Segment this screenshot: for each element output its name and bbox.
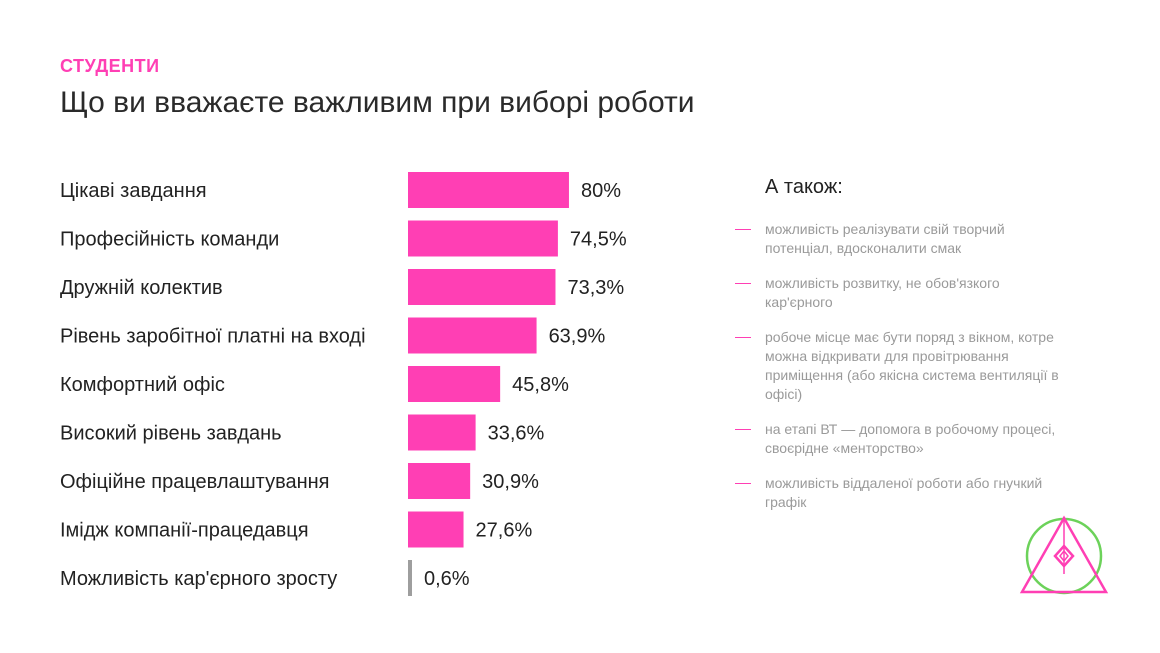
value-label: 73,3% — [567, 277, 624, 299]
bar — [408, 366, 501, 402]
bar — [408, 317, 537, 354]
value-label: 45,8% — [512, 374, 569, 396]
also-item-text: можливість розвитку, не обов'язкого кар'… — [765, 275, 1000, 310]
category-label: Можливість кар'єрного зросту — [60, 568, 337, 590]
category-label: Високий рівень завдань — [60, 423, 282, 445]
bar — [408, 269, 556, 305]
bar — [408, 414, 476, 451]
category-label: Дружній колектив — [60, 277, 223, 299]
also-list-item: можливість розвитку, не обов'язкого кар'… — [735, 274, 1065, 312]
dash-icon — [735, 229, 751, 230]
dash-icon — [735, 283, 751, 284]
value-label: 74,5% — [570, 229, 627, 251]
value-label: 0,6% — [424, 568, 470, 590]
also-list: можливість реалізувати свій творчий поте… — [735, 220, 1065, 512]
bar — [408, 463, 471, 499]
also-item-text: можливість віддаленої роботи або гнучкий… — [765, 475, 1043, 510]
page-title: Що ви вважаєте важливим при виборі робот… — [60, 86, 695, 119]
triangle-circle-diamond-logo-icon — [1019, 515, 1109, 595]
bar — [408, 220, 558, 257]
value-label: 63,9% — [549, 326, 606, 348]
dash-icon — [735, 337, 751, 338]
category-label: Професійність команди — [60, 229, 279, 251]
category-label: Цікаві завдання — [60, 180, 207, 202]
also-list-item: можливість реалізувати свій творчий поте… — [735, 220, 1065, 258]
bar — [408, 511, 464, 548]
dash-icon — [735, 429, 751, 430]
also-heading: А також: — [765, 176, 843, 198]
category-label: Імідж компанії-працедавця — [60, 520, 309, 542]
section-eyebrow: СТУДЕНТИ — [60, 56, 160, 76]
bar-chart: Цікаві завдання 80% Професійність команди 7… — [60, 172, 627, 596]
dash-icon — [735, 483, 751, 484]
also-list-item: робоче місце має бути поряд з вікном, ко… — [735, 328, 1065, 404]
also-list-item: можливість віддаленої роботи або гнучкий… — [735, 474, 1065, 512]
category-label: Офіційне працевлаштування — [60, 471, 330, 493]
bar — [408, 172, 569, 208]
category-label: Комфортний офіс — [60, 374, 225, 396]
also-list-item: на етапі ВТ — допомога в робочому процес… — [735, 420, 1065, 458]
value-label: 27,6% — [476, 520, 533, 542]
also-item-text: на етапі ВТ — допомога в робочому процес… — [765, 421, 1056, 456]
also-item-text: робоче місце має бути поряд з вікном, ко… — [765, 329, 1059, 402]
category-label: Рівень заробітної платні на вході — [60, 326, 366, 348]
bar — [408, 560, 412, 596]
value-label: 33,6% — [488, 423, 545, 445]
value-label: 80% — [581, 180, 621, 202]
value-label: 30,9% — [482, 471, 539, 493]
also-item-text: можливість реалізувати свій творчий поте… — [765, 221, 1005, 256]
